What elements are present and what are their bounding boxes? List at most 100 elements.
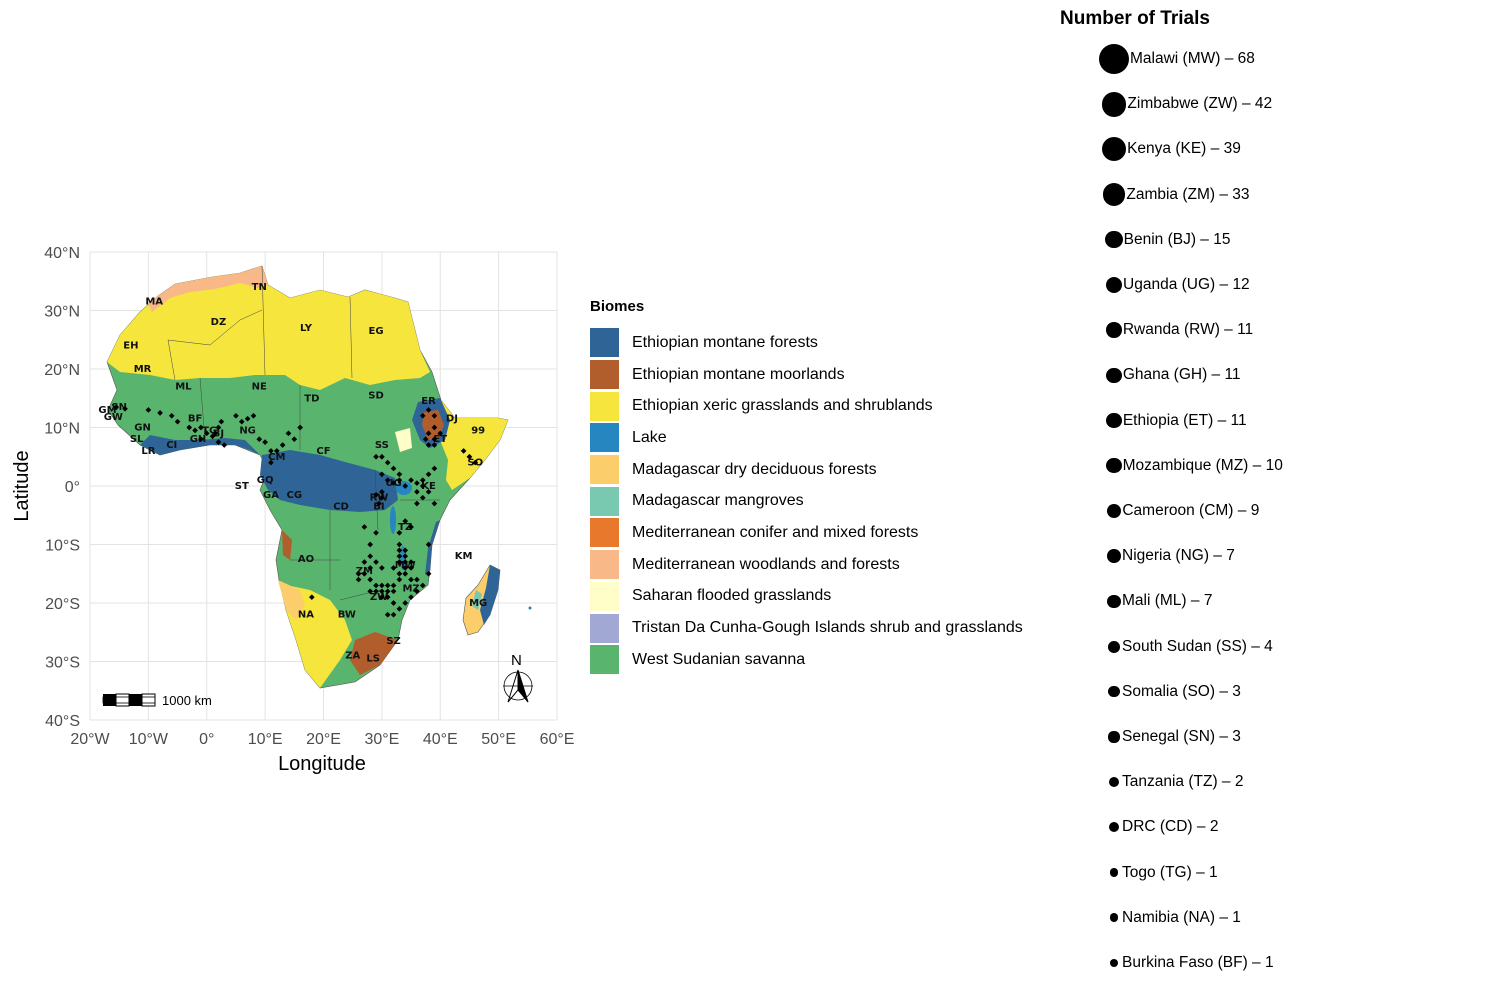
country-code-label: GW: [104, 412, 123, 423]
y-tick-label: 40°N: [44, 245, 80, 262]
country-code-label: TD: [304, 393, 319, 404]
trial-site-marker: [396, 570, 403, 577]
biome-legend-item: Ethiopian montane forests: [590, 327, 1050, 359]
biome-legend-item: West Sudanian savanna: [590, 644, 1050, 676]
trial-legend-label: Togo (TG) – 1: [1122, 863, 1218, 881]
trial-site-marker: [402, 565, 409, 571]
trial-site-marker: [215, 439, 222, 445]
country-code-label: BI: [373, 501, 384, 512]
country-borders: [167, 265, 440, 601]
biome-swatch: [590, 360, 619, 390]
namibia-coast-region: [278, 580, 305, 620]
trial-site-marker: [396, 559, 403, 565]
y-tick-label: 10°S: [45, 538, 80, 555]
trial-site-marker: [425, 407, 432, 413]
x-tick-label: 20°E: [306, 731, 341, 748]
trial-site-marker: [379, 453, 385, 460]
trial-size-dot: [1105, 276, 1123, 294]
trial-legend-label: Cameroon (CM) – 9: [1122, 502, 1260, 519]
country-code-label: TG: [202, 425, 217, 436]
trial-site-marker: [291, 436, 298, 443]
biome-label: Tristan Da Cunha-Gough Islands shrub and…: [632, 619, 1023, 637]
trial-site-marker: [414, 588, 420, 595]
country-code-label: GH: [190, 434, 207, 445]
country-code-label: MG: [469, 598, 487, 609]
biome-label: Ethiopian montane forests: [632, 333, 818, 351]
trial-site-marker: [384, 588, 391, 595]
trial-site-marker: [379, 489, 385, 495]
country-code-label: GN: [134, 423, 151, 434]
trial-site-marker: [379, 565, 385, 571]
trial-site-marker: [238, 418, 245, 425]
trial-site-marker: [425, 570, 432, 577]
trial-site-marker: [402, 547, 409, 554]
trial-site-marker: [414, 576, 420, 583]
country-code-label: CI: [166, 440, 177, 451]
y-axis-title: Latitude: [11, 450, 33, 521]
madagascar-mangrove: [472, 590, 482, 610]
trial-size-dot: [1106, 412, 1122, 429]
trial-site-marker: [425, 430, 432, 437]
scale-bar: 1000 km: [102, 693, 212, 708]
biome-label: Lake: [632, 428, 667, 446]
trial-site-marker: [402, 483, 409, 489]
biome-legend-item: Madagascar mangroves: [590, 485, 1050, 517]
north-arrow-icon: N: [503, 652, 533, 703]
trial-site-marker: [402, 553, 409, 560]
country-code-label: CD: [333, 501, 349, 512]
trial-site-marker: [431, 442, 438, 448]
trial-site-marker: [233, 412, 239, 419]
x-tick-label: 40°E: [423, 731, 458, 748]
trial-site-marker: [390, 465, 397, 472]
trial-site-marker: [408, 576, 414, 583]
trial-site-marker: [268, 448, 274, 454]
trial-site-marker: [414, 489, 420, 495]
country-code-label: NG: [239, 425, 256, 436]
biome-label: Mediterranean conifer and mixed forests: [632, 523, 919, 541]
trial-site-marker: [431, 412, 438, 419]
country-code-label: KM: [455, 551, 473, 562]
trial-site-marker: [198, 436, 204, 443]
trial-site-marker: [361, 524, 368, 530]
trial-size-dot: [1109, 868, 1119, 878]
country-code-label: 99: [471, 425, 485, 436]
y-tick-label: 20°S: [45, 596, 80, 613]
trial-size-dot: [1108, 822, 1120, 833]
trial-site-marker: [373, 588, 379, 595]
country-code-label: SD: [368, 390, 384, 401]
trial-site-marker: [422, 436, 429, 443]
x-tick-label: 30°E: [364, 731, 399, 748]
country-code-label: GA: [263, 490, 279, 501]
trial-site-marker: [384, 459, 391, 466]
trial-site-marker: [268, 459, 274, 466]
country-code-label: TN: [252, 282, 267, 293]
country-code-label: NA: [298, 610, 314, 621]
trial-site-marker: [390, 600, 397, 606]
biome-legend-title: Biomes: [590, 298, 645, 315]
trial-site-marker: [256, 436, 263, 443]
biome-label: Mediterranean woodlands and forests: [632, 555, 900, 573]
country-code-label: EG: [369, 326, 384, 337]
trial-site-marker: [419, 412, 426, 419]
trial-site-marker: [466, 453, 473, 460]
country-code-label: SN: [111, 402, 127, 413]
lake-tanganyika: [390, 506, 396, 534]
trial-site-marker: [379, 588, 385, 595]
trial-site-marker: [402, 559, 409, 565]
trial-legend-label: Kenya (KE) – 39: [1127, 140, 1241, 158]
trial-legend-label: Senegal (SN) – 3: [1122, 728, 1241, 745]
biome-swatch: [590, 518, 619, 548]
country-code-label: AO: [298, 554, 314, 565]
country-code-label: BW: [338, 610, 356, 621]
country-code-label: DJ: [446, 414, 458, 425]
x-axis-title: Longitude: [278, 753, 366, 775]
country-code-label: MR: [134, 364, 152, 375]
trial-site-marker: [361, 570, 368, 577]
scale-bar-inner: [102, 696, 156, 704]
biome-label: Saharan flooded grasslands: [632, 587, 832, 605]
trial-size-dot: [1101, 137, 1127, 162]
country-code-label: LS: [366, 654, 380, 665]
country-code-label: CF: [316, 446, 330, 457]
trial-site-marker: [355, 576, 362, 583]
trial-site-marker: [425, 442, 432, 448]
